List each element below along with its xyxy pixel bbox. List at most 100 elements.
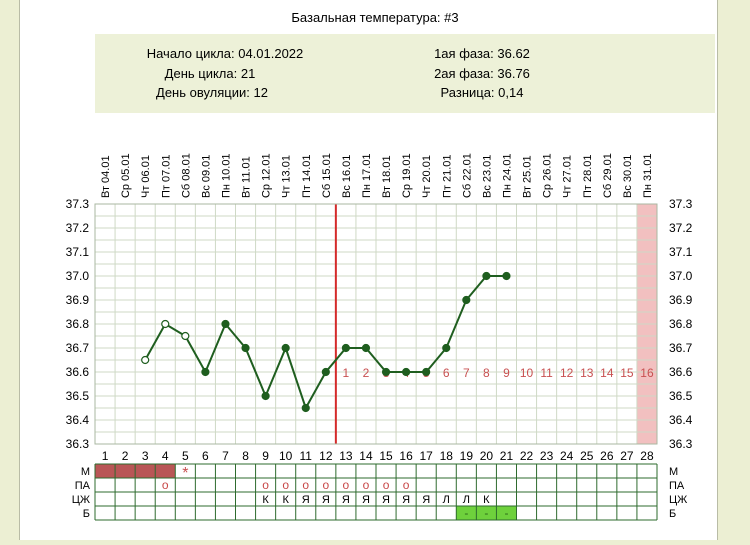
pa-mark: o bbox=[162, 478, 169, 492]
y-tick-label-right: 36.6 bbox=[669, 365, 693, 379]
cycle-day-label: 20 bbox=[480, 449, 494, 463]
y-tick-label-left: 36.9 bbox=[66, 293, 90, 307]
y-tick-label-left: 36.3 bbox=[66, 437, 90, 451]
cm-mark: Я bbox=[302, 494, 310, 506]
luteal-day-number: 15 bbox=[620, 366, 634, 380]
luteal-day-number: 2 bbox=[363, 366, 370, 380]
date-label: Сб 08.01 bbox=[180, 153, 192, 198]
y-tick-label-right: 36.9 bbox=[669, 293, 693, 307]
pa-mark: o bbox=[363, 478, 370, 492]
date-label: Пн 31.01 bbox=[642, 153, 654, 198]
symptom-label-left: ПА bbox=[75, 480, 91, 492]
date-label: Пт 07.01 bbox=[160, 154, 172, 198]
date-label: Ср 12.01 bbox=[261, 153, 273, 198]
pa-mark: o bbox=[302, 478, 309, 492]
temperature-point bbox=[201, 367, 210, 377]
temperature-point-hollow bbox=[141, 355, 150, 365]
luteal-day-number: 9 bbox=[503, 366, 510, 380]
cycle-day-label: 15 bbox=[379, 449, 393, 463]
luteal-day-number: 6 bbox=[443, 366, 450, 380]
chart-title: Базальная температура: #3 bbox=[291, 10, 458, 25]
b-cell-fill bbox=[456, 506, 477, 520]
y-tick-label-left: 37.0 bbox=[66, 269, 90, 283]
cm-mark: Л bbox=[463, 494, 470, 506]
cycle-start-text: Начало цикла: 04.01.2022 bbox=[147, 46, 304, 61]
temperature-point bbox=[442, 343, 451, 353]
temperature-point bbox=[241, 343, 250, 353]
temperature-point bbox=[402, 367, 411, 377]
bbt-chart: Базальная температура: #3 Начало цикла: … bbox=[66, 10, 715, 521]
cm-mark: К bbox=[483, 494, 490, 506]
cycle-day-label: 5 bbox=[182, 449, 189, 463]
ovulation-day-text: День овуляции: 12 bbox=[156, 85, 268, 100]
date-label: Ср 19.01 bbox=[401, 153, 413, 198]
cm-mark: Я bbox=[322, 494, 330, 506]
date-label: Чт 06.01 bbox=[140, 155, 152, 198]
symptom-label-right: Б bbox=[669, 508, 676, 520]
date-label: Сб 15.01 bbox=[321, 153, 333, 198]
date-label: Пн 10.01 bbox=[220, 153, 232, 198]
symptom-label-left: ЦЖ bbox=[72, 494, 90, 506]
date-label: Вт 18.01 bbox=[381, 155, 393, 198]
cm-mark: Я bbox=[402, 494, 410, 506]
y-tick-label-right: 37.1 bbox=[669, 245, 693, 259]
pa-mark: o bbox=[282, 478, 289, 492]
temperature-point bbox=[301, 403, 310, 413]
symptom-label-right: М bbox=[669, 466, 678, 478]
temperature-point bbox=[482, 271, 491, 281]
date-label: Ср 05.01 bbox=[120, 153, 132, 198]
cycle-day-label: 23 bbox=[540, 449, 554, 463]
y-tick-label-right: 36.4 bbox=[669, 413, 693, 427]
phase1-text: 1ая фаза: 36.62 bbox=[434, 46, 530, 61]
cycle-day-label: 1 bbox=[102, 449, 109, 463]
date-label: Вт 04.01 bbox=[100, 155, 112, 198]
date-label: Чт 27.01 bbox=[562, 155, 574, 198]
date-label: Сб 22.01 bbox=[461, 153, 473, 198]
y-tick-label-left: 36.6 bbox=[66, 365, 90, 379]
cycle-day-label: 11 bbox=[300, 449, 313, 463]
date-label: Ср 26.01 bbox=[542, 153, 554, 198]
y-tick-label-left: 36.4 bbox=[66, 413, 90, 427]
luteal-day-number: 14 bbox=[600, 366, 614, 380]
cm-mark: К bbox=[282, 494, 289, 506]
y-tick-label-right: 36.5 bbox=[669, 389, 693, 403]
pa-mark: o bbox=[262, 478, 269, 492]
date-label: Вс 16.01 bbox=[341, 155, 353, 198]
date-label: Пт 28.01 bbox=[582, 154, 594, 198]
symptom-label-right: ЦЖ bbox=[669, 494, 687, 506]
y-tick-label-right: 37.2 bbox=[669, 221, 693, 235]
temperature-point-hollow bbox=[181, 331, 190, 341]
temperature-point bbox=[462, 295, 471, 305]
chart-sheet: Базальная температура: #3 Начало цикла: … bbox=[19, 0, 718, 540]
b-mark: - bbox=[464, 506, 468, 520]
cm-mark: Я bbox=[342, 494, 350, 506]
y-tick-label-right: 36.7 bbox=[669, 341, 693, 355]
pa-mark: o bbox=[383, 478, 390, 492]
temperature-point bbox=[381, 367, 391, 377]
cycle-day-label: 21 bbox=[500, 449, 514, 463]
cycle-day-label: 17 bbox=[419, 449, 433, 463]
y-tick-label-left: 37.3 bbox=[66, 197, 90, 211]
luteal-day-number: 12 bbox=[560, 366, 574, 380]
luteal-day-number: 10 bbox=[520, 366, 534, 380]
symptom-label-left: Б bbox=[83, 508, 90, 520]
b-cell-fill bbox=[476, 506, 497, 520]
y-tick-label-right: 37.0 bbox=[669, 269, 693, 283]
cycle-day-label: 27 bbox=[620, 449, 634, 463]
b-mark: - bbox=[484, 506, 488, 520]
date-label: Чт 13.01 bbox=[281, 155, 293, 198]
phase2-text: 2ая фаза: 36.76 bbox=[434, 66, 530, 81]
cycle-day-label: 12 bbox=[319, 449, 333, 463]
temperature-point-hollow bbox=[161, 319, 170, 329]
y-tick-label-left: 37.1 bbox=[66, 245, 90, 259]
cm-mark: Я bbox=[422, 494, 430, 506]
cycle-day-label: 16 bbox=[399, 449, 413, 463]
y-tick-label-left: 36.7 bbox=[66, 341, 90, 355]
cycle-day-label: 8 bbox=[242, 449, 249, 463]
plot-area: 37.3 37.3 37.2 37.2 37.1 37.1 37.0 37.0 36.9 36.9… bbox=[66, 153, 693, 463]
temperature-point bbox=[341, 343, 350, 353]
pa-mark: o bbox=[343, 478, 350, 492]
temperature-point bbox=[281, 343, 290, 353]
date-label: Пн 24.01 bbox=[501, 153, 513, 198]
date-label: Вс 09.01 bbox=[200, 155, 212, 198]
